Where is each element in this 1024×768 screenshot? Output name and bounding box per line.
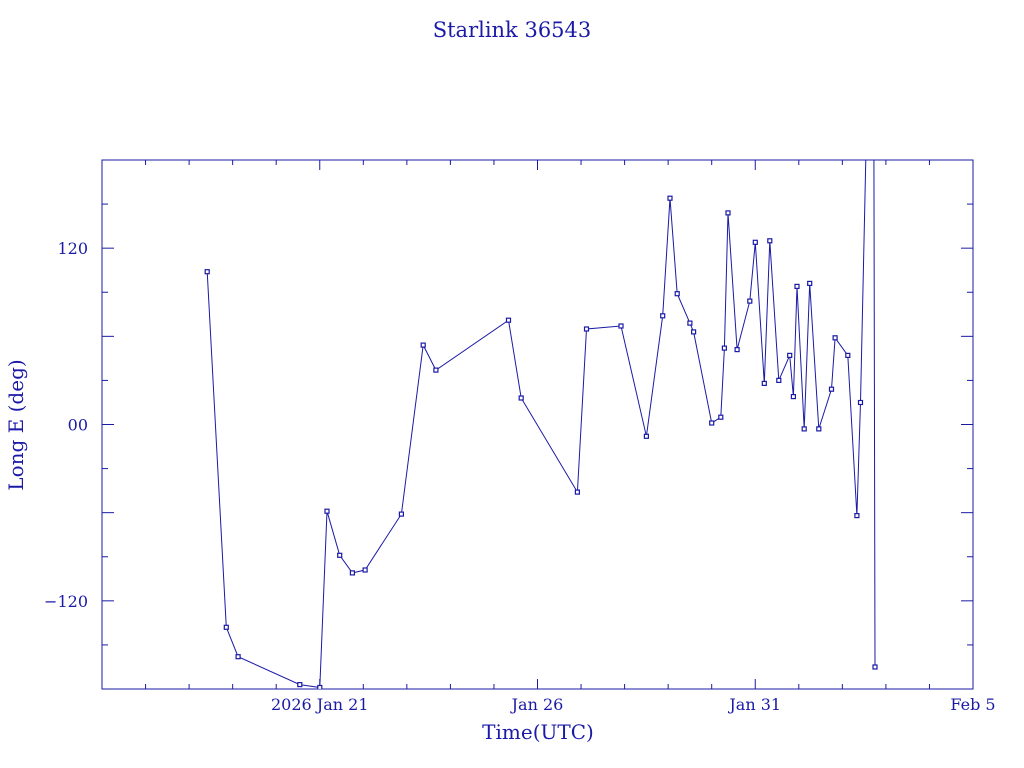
data-point bbox=[734, 347, 740, 353]
y-tick-label: 120 bbox=[57, 239, 88, 258]
data-point bbox=[767, 238, 773, 244]
data-point bbox=[643, 433, 650, 439]
data-point bbox=[674, 291, 680, 297]
data-point bbox=[801, 426, 807, 432]
data-point bbox=[790, 394, 797, 400]
data-point bbox=[832, 335, 838, 341]
data-point bbox=[854, 512, 860, 519]
axis-ticks bbox=[101, 159, 974, 690]
data-point bbox=[872, 664, 878, 670]
data-point bbox=[690, 329, 697, 335]
data-point bbox=[752, 239, 758, 245]
chart-title: Starlink 36543 bbox=[433, 18, 592, 42]
series-line bbox=[206, 160, 876, 689]
data-point bbox=[235, 654, 241, 660]
data-point bbox=[518, 395, 524, 401]
data-point bbox=[398, 511, 404, 517]
data-point bbox=[349, 570, 355, 576]
y-axis-label: Long E (deg) bbox=[4, 359, 28, 490]
y-tick-label: −120 bbox=[44, 592, 88, 611]
data-point bbox=[857, 399, 864, 406]
data-point bbox=[324, 508, 330, 514]
data-point bbox=[574, 489, 581, 495]
data-point bbox=[505, 317, 512, 323]
data-point bbox=[794, 283, 800, 289]
series-group bbox=[204, 160, 878, 689]
data-point bbox=[747, 298, 753, 304]
data-point bbox=[761, 380, 767, 386]
data-point bbox=[776, 377, 782, 383]
data-point bbox=[787, 352, 793, 358]
data-point bbox=[204, 269, 210, 275]
y-tick-label: 00 bbox=[68, 416, 88, 435]
data-point bbox=[317, 684, 323, 689]
data-point bbox=[420, 342, 426, 348]
data-point bbox=[433, 367, 439, 373]
data-point bbox=[807, 280, 813, 286]
data-point bbox=[718, 414, 724, 420]
data-point bbox=[721, 345, 728, 351]
data-point bbox=[725, 210, 731, 216]
data-point bbox=[618, 323, 624, 329]
data-point bbox=[362, 567, 368, 573]
x-axis-label: Time(UTC) bbox=[482, 720, 594, 744]
data-point bbox=[660, 313, 666, 319]
x-tick-label: 2026 Jan 21 bbox=[271, 695, 369, 714]
data-point bbox=[845, 352, 851, 358]
data-point bbox=[828, 386, 835, 392]
data-point bbox=[337, 552, 343, 558]
tick-labels: 120 00 −120 2026 Jan 21 Jan 26 Jan 31 Feb 5 bbox=[44, 239, 996, 714]
data-point bbox=[583, 326, 590, 332]
x-tick-label: Jan 31 bbox=[727, 695, 781, 714]
x-tick-label: Jan 26 bbox=[510, 695, 564, 714]
data-point bbox=[816, 426, 822, 432]
x-tick-label: Feb 5 bbox=[950, 695, 995, 714]
data-point bbox=[667, 195, 673, 201]
data-point bbox=[687, 320, 693, 326]
data-point bbox=[709, 420, 715, 426]
data-point bbox=[297, 681, 303, 688]
data-point bbox=[223, 624, 229, 630]
